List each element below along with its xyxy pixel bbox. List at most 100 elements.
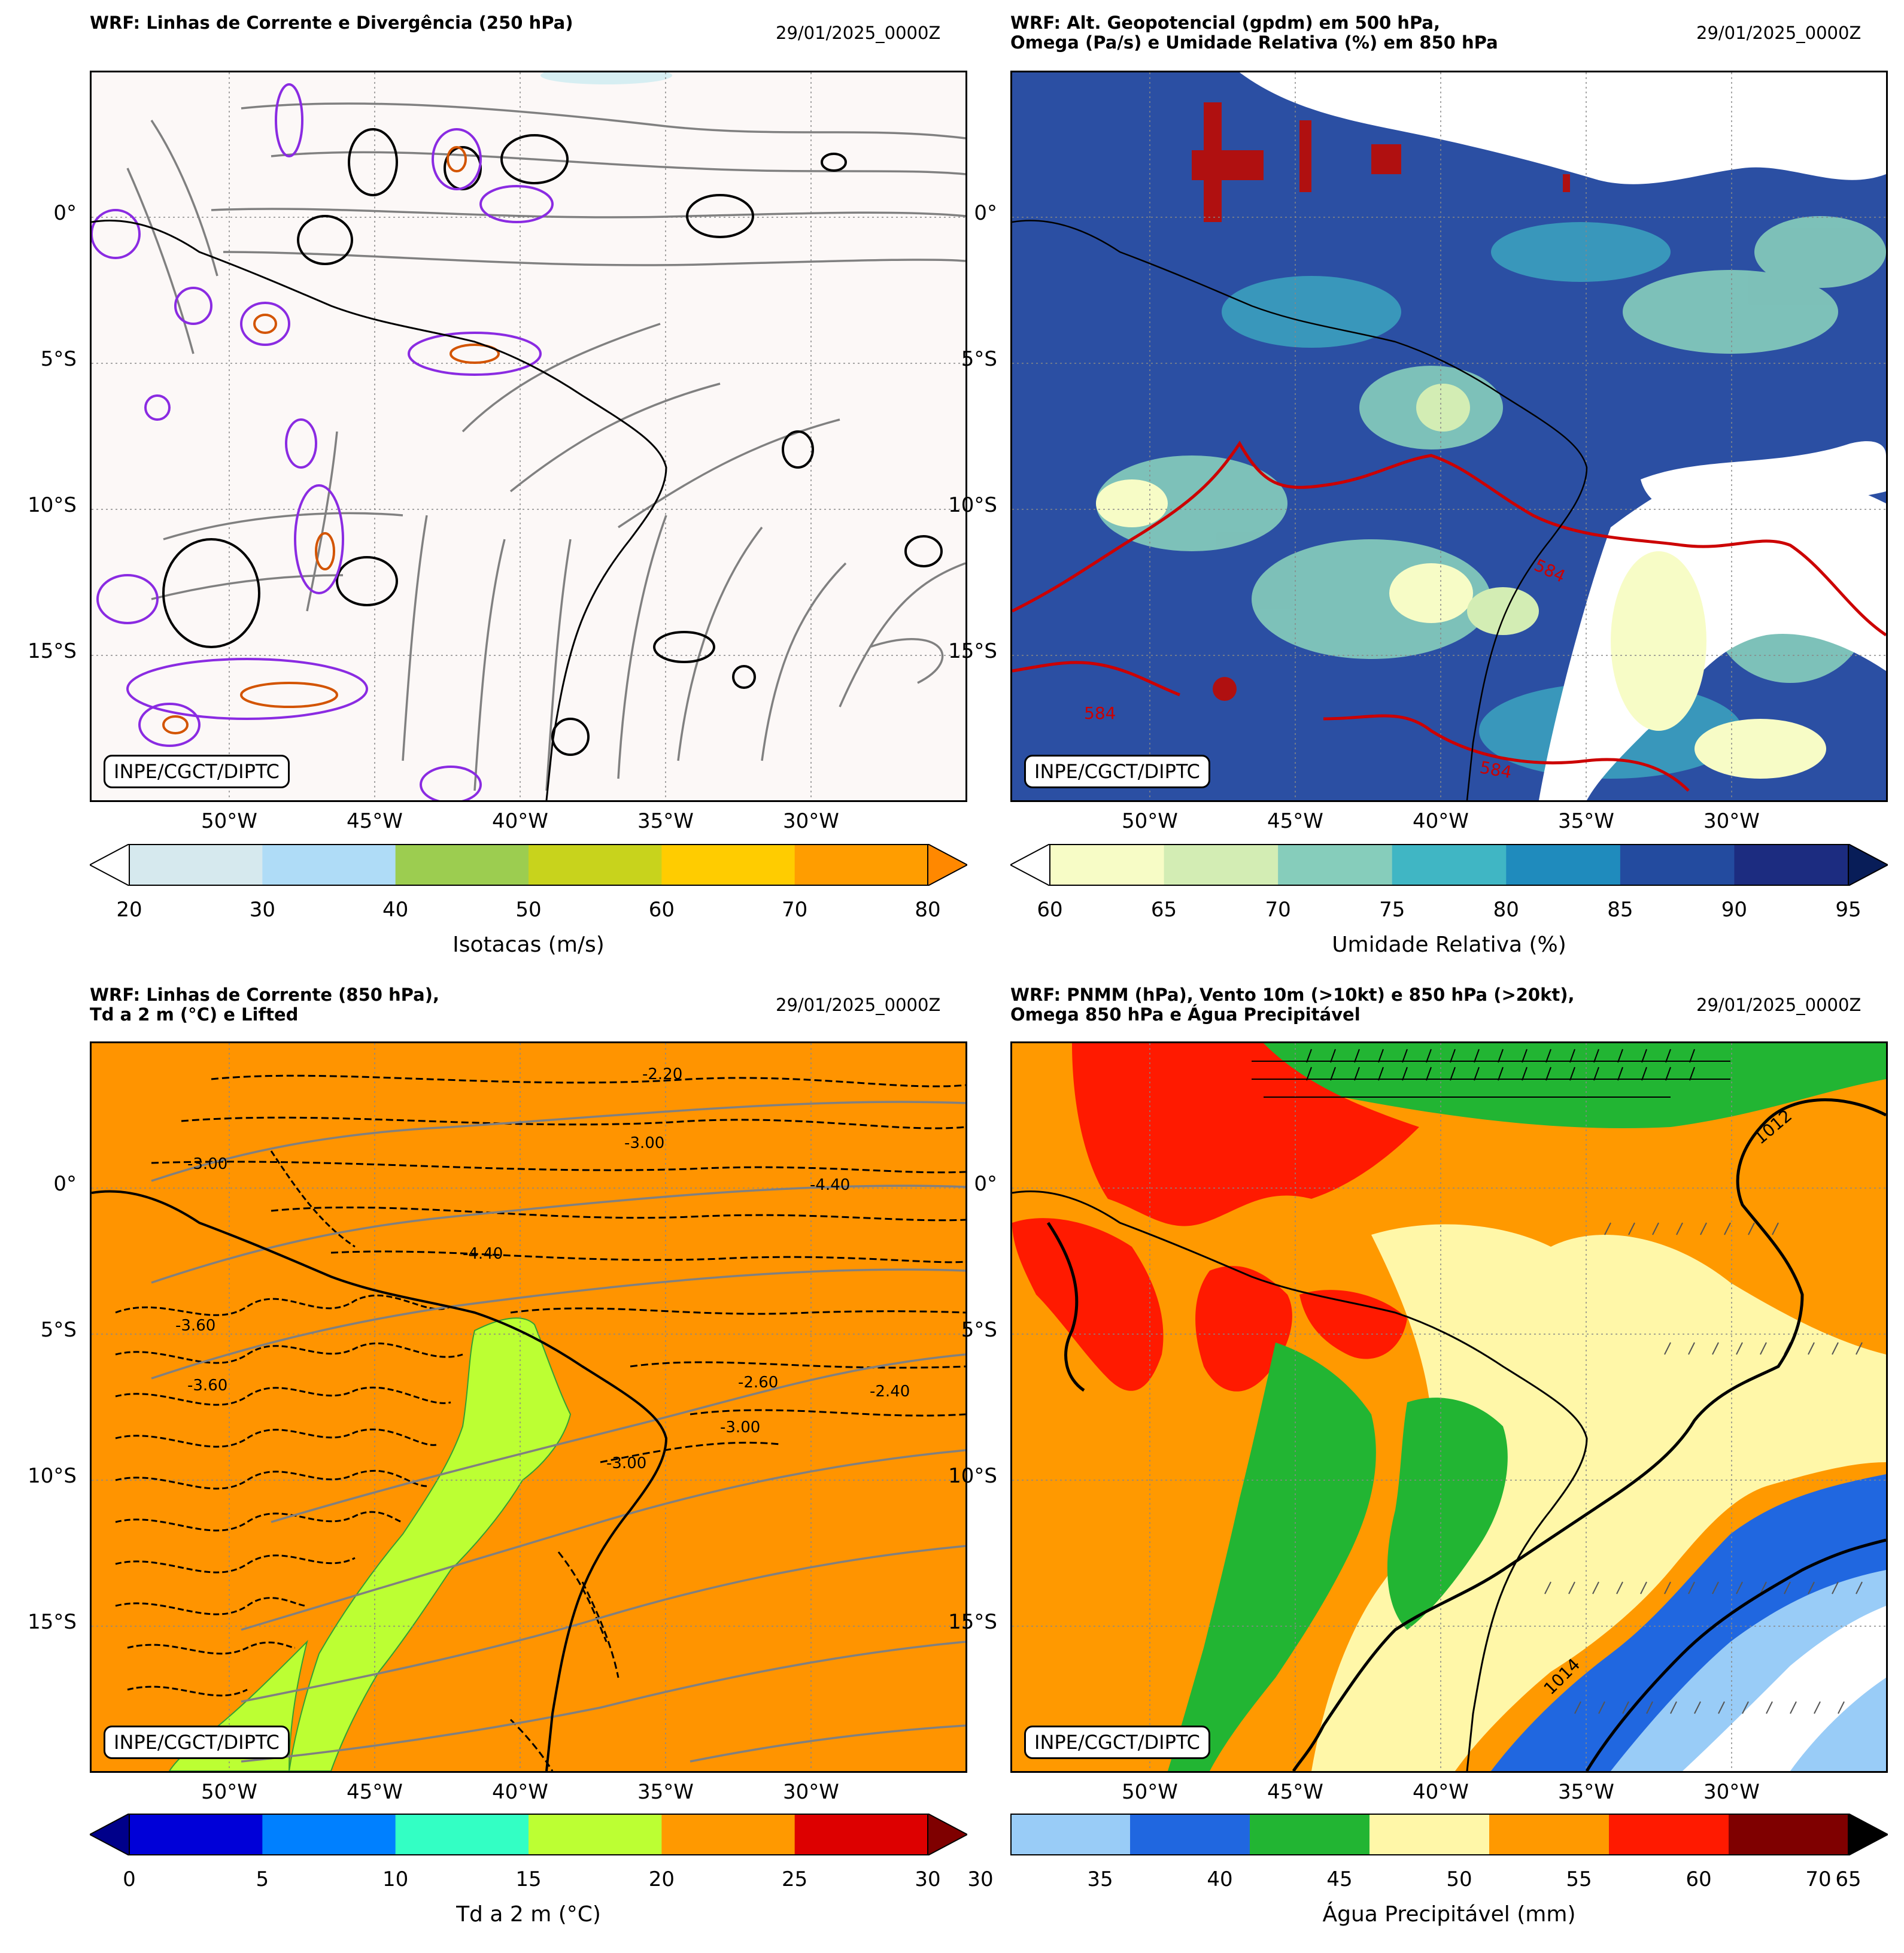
coastline <box>92 220 667 800</box>
lon-label: 50°W <box>1122 1780 1178 1804</box>
lat-label: 0° <box>974 1172 997 1196</box>
lon-label: 50°W <box>201 1780 257 1804</box>
contour-label: -2.40 <box>870 1383 910 1401</box>
colorbar-tick-label: 30 <box>915 1867 941 1891</box>
coastline <box>1012 220 1588 800</box>
streamlines <box>151 1101 965 1763</box>
colorbar-segment <box>1609 1814 1729 1855</box>
colorbar <box>1010 1814 1888 1855</box>
colorbar-segment <box>1620 845 1735 885</box>
colorbar-segment <box>661 1814 795 1855</box>
colorbar-segment <box>529 1814 662 1855</box>
colorbar-segment <box>1130 1814 1250 1855</box>
colorbar-tick-label: 70 <box>782 898 808 922</box>
contour-label: -2.20 <box>642 1065 682 1083</box>
td-15-20 <box>288 1317 572 1771</box>
lon-label: 30°W <box>1703 1780 1760 1804</box>
contour-label: -3.60 <box>187 1377 227 1395</box>
pw-40-45 <box>1252 1043 1886 1128</box>
colorbar-segment <box>1506 845 1621 885</box>
lat-label: 0° <box>53 201 77 225</box>
colorbar-tick-label: 95 <box>1835 898 1862 922</box>
colorbar-tick-label: 30 <box>249 898 275 922</box>
credit-label: INPE/CGCT/DIPTC <box>1024 755 1210 788</box>
lon-label: 30°W <box>783 1780 839 1804</box>
lon-label: 50°W <box>1122 809 1178 833</box>
colorbar-tick-label: 50 <box>1446 1867 1472 1891</box>
isotach-contours <box>92 83 554 800</box>
pw-below-30 <box>1683 1606 1886 1771</box>
panel-date: 29/01/2025_0000Z <box>1696 995 1862 1015</box>
lat-label: 10°S <box>948 1464 997 1488</box>
colorbar-label: Td a 2 m (°C) <box>456 1902 601 1927</box>
credit-label: INPE/CGCT/DIPTC <box>104 755 290 788</box>
colorbar-tick-label: 55 <box>1566 1867 1592 1891</box>
colorbar-tick-label: 75 <box>1379 898 1405 922</box>
rh-60-65 <box>1096 479 1826 779</box>
colorbar-label: Isotacas (m/s) <box>453 933 605 957</box>
colorbar-tick-label: 70 <box>1805 1867 1832 1891</box>
panel-title: WRF: Linhas de Corrente (850 hPa), Td a … <box>90 985 439 1025</box>
contour-label: -3.00 <box>624 1134 664 1152</box>
contour-label: -3.00 <box>606 1454 646 1472</box>
panel-date: 29/01/2025_0000Z <box>1696 23 1862 43</box>
colorbar-segment <box>129 845 263 885</box>
lat-label: 15°S <box>948 1610 997 1634</box>
colorbar-segment <box>794 1814 928 1855</box>
rh-65-70 <box>1416 384 1539 635</box>
colorbar <box>90 1814 967 1855</box>
credit-label: INPE/CGCT/DIPTC <box>1024 1726 1210 1759</box>
pw-55-60 <box>1072 1043 1419 1226</box>
wind-barbs <box>1252 1049 1863 1714</box>
lat-label: 5°S <box>961 1318 997 1342</box>
colorbar-tick-label: 40 <box>382 898 409 922</box>
colorbar-tick-label: 60 <box>1686 1867 1712 1891</box>
lat-label: 10°S <box>28 1464 77 1488</box>
map-area: -3.00 -2.20 -3.00 -4.40 -3.60 -2.60 -4.4… <box>90 1041 967 1773</box>
lon-label: 45°W <box>1267 1780 1323 1804</box>
colorbar-segment <box>1164 845 1279 885</box>
panel-title: WRF: Linhas de Corrente e Divergência (2… <box>90 13 573 33</box>
colorbar-segment <box>395 845 529 885</box>
lon-label: 35°W <box>637 809 694 833</box>
colorbar-tick-label: 10 <box>382 1867 409 1891</box>
lat-label: 0° <box>53 1172 77 1196</box>
lat-label: 10°S <box>948 493 997 517</box>
lon-label: 45°W <box>347 1780 403 1804</box>
lon-label: 35°W <box>1558 809 1614 833</box>
colorbar-segment <box>1010 1814 1131 1855</box>
map-area: 584 584 584 INPE/CGCT/DIPTC <box>1010 71 1888 802</box>
lat-label: 5°S <box>40 1318 77 1342</box>
panel-title: WRF: PNMM (hPa), Vento 10m (>10kt) e 850… <box>1010 985 1575 1025</box>
colorbar-tick-label: 65 <box>1150 898 1177 922</box>
colorbar-label: Água Precipitável (mm) <box>1322 1902 1576 1927</box>
colorbar-tick-label: 70 <box>1265 898 1291 922</box>
colorbar-tick-label: 20 <box>648 1867 675 1891</box>
colorbar <box>90 844 967 886</box>
colorbar-tick-label: 60 <box>648 898 675 922</box>
colorbar-tick-label: 40 <box>1207 1867 1233 1891</box>
isobars <box>1046 1098 1886 1771</box>
colorbar-segment <box>1729 1814 1849 1855</box>
colorbar-segment <box>1489 1814 1610 1855</box>
lon-label: 35°W <box>1558 1780 1614 1804</box>
colorbar-segment <box>1734 845 1849 885</box>
lat-label: 5°S <box>40 347 77 371</box>
colorbar-tick-label: 50 <box>515 898 542 922</box>
colorbar-label: Umidade Relativa (%) <box>1332 933 1566 957</box>
map-area: INPE/CGCT/DIPTC <box>90 71 967 802</box>
colorbar-tick-label: 80 <box>1493 898 1519 922</box>
lon-label: 30°W <box>1703 809 1760 833</box>
pw-45-50 <box>1311 1224 1886 1771</box>
contour-label: 584 <box>1084 703 1116 723</box>
colorbar-tick-label: 85 <box>1607 898 1633 922</box>
contour-label: -2.60 <box>738 1374 778 1392</box>
omega-ascent <box>1192 102 1570 701</box>
panel-date: 29/01/2025_0000Z <box>776 995 941 1015</box>
lon-label: 35°W <box>637 1780 694 1804</box>
lifted-contours <box>151 1074 965 1771</box>
panel-date: 29/01/2025_0000Z <box>776 23 941 43</box>
colorbar-tick-label: 0 <box>123 1867 136 1891</box>
lon-label: 45°W <box>1267 809 1323 833</box>
colorbar-segment <box>262 845 396 885</box>
